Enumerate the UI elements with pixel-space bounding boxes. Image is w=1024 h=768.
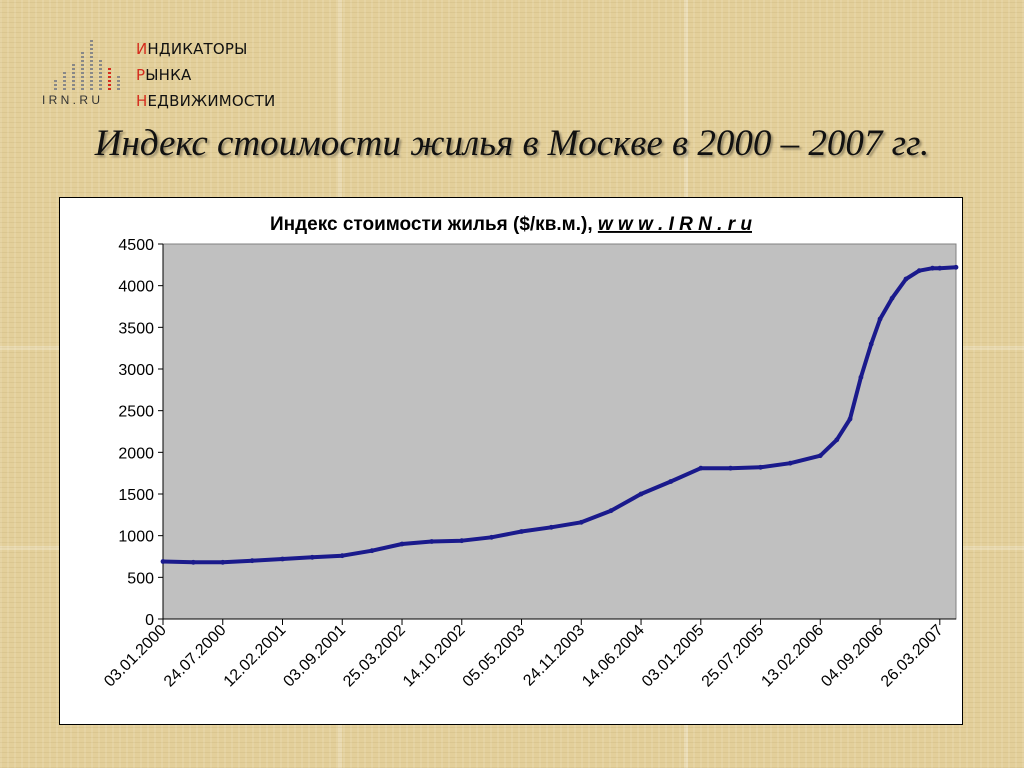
series-line — [162, 265, 957, 565]
y-tick-label: 500 — [127, 570, 154, 587]
x-tick-label: 26.03.2007 — [878, 622, 947, 691]
data-point — [834, 437, 840, 443]
data-point — [190, 559, 196, 565]
data-point — [847, 416, 853, 422]
data-point — [369, 548, 375, 554]
chart-title-link[interactable]: w w w . I R N . r u — [598, 214, 753, 235]
data-point — [889, 295, 895, 301]
data-point — [249, 558, 255, 564]
logo-line-3: НЕДВИЖИМОСТИ — [136, 92, 276, 110]
x-tick-label: 04.09.2006 — [818, 622, 887, 691]
x-axis: 03.01.200024.07.200012.02.200103.09.2001… — [101, 618, 956, 691]
logo-line-1: ИНДИКАТОРЫ — [136, 40, 248, 58]
x-tick-label: 24.07.2000 — [161, 622, 230, 691]
data-point — [638, 491, 644, 497]
data-point — [758, 464, 763, 470]
data-point — [728, 465, 733, 471]
logo-bars-icon: I R N . R U — [42, 40, 120, 107]
x-tick-label: 12.02.2001 — [221, 622, 290, 691]
data-point — [489, 534, 494, 540]
data-point — [698, 465, 704, 471]
logo-wordmark: I R N . R U — [42, 93, 100, 107]
data-point — [903, 276, 909, 282]
data-point — [930, 265, 935, 271]
data-point — [220, 559, 226, 565]
data-point — [160, 559, 166, 564]
data-point — [877, 316, 883, 322]
data-point — [817, 453, 823, 459]
data-point — [858, 374, 864, 380]
data-point — [429, 539, 435, 544]
plot-area — [162, 243, 957, 620]
data-point — [519, 529, 524, 534]
x-tick-label: 14.06.2004 — [579, 622, 648, 691]
y-tick-label: 2500 — [118, 404, 154, 421]
data-point — [309, 554, 315, 560]
x-tick-label: 24.11.2003 — [520, 622, 588, 690]
y-tick-label: 3000 — [118, 362, 154, 379]
data-point — [548, 524, 554, 530]
x-tick-label: 13.02.2006 — [758, 622, 827, 691]
y-tick-label: 1000 — [118, 529, 154, 546]
line-chart: Индекс стоимости жилья ($/кв.м.), w w w … — [101, 214, 959, 691]
data-point — [787, 460, 793, 466]
y-tick-label: 1500 — [118, 487, 154, 504]
logo: I R N . R U ИНДИКАТОРЫ РЫНКА НЕДВИЖИМОСТ… — [40, 30, 310, 110]
x-tick-label: 25.07.2005 — [699, 622, 768, 691]
x-tick-label: 25.03.2002 — [340, 622, 409, 691]
data-point — [578, 519, 584, 525]
data-point — [668, 479, 674, 484]
data-point — [459, 538, 465, 544]
data-point — [868, 341, 874, 347]
x-tick-label: 05.05.2003 — [460, 622, 529, 691]
data-point — [339, 553, 345, 559]
data-point — [280, 556, 285, 562]
y-tick-label: 4000 — [118, 279, 154, 296]
data-point — [953, 264, 959, 270]
logo-text: ИНДИКАТОРЫ РЫНКА НЕДВИЖИМОСТИ — [136, 36, 275, 114]
y-tick-label: 0 — [145, 612, 154, 629]
logo-line-2: РЫНКА — [136, 66, 192, 84]
y-tick-label: 2000 — [118, 445, 154, 462]
y-tick-label: 4500 — [118, 237, 154, 254]
data-point — [608, 508, 614, 514]
chart-title: Индекс стоимости жилья ($/кв.м.), w w w … — [270, 214, 752, 235]
x-tick-label: 03.09.2001 — [280, 622, 349, 691]
y-axis: 0 500 1000 1500 2000 2500 3000 3500 4000 4500 — [118, 237, 164, 629]
x-tick-label: 03.01.2000 — [101, 622, 170, 691]
data-point — [916, 268, 922, 274]
x-tick-label: 14.10.2002 — [400, 622, 469, 691]
data-point — [399, 541, 405, 547]
data-point — [937, 265, 943, 271]
chart-container: Индекс стоимости жилья ($/кв.м.), w w w … — [59, 197, 963, 725]
y-tick-label: 3500 — [118, 320, 154, 337]
series-points — [160, 264, 959, 565]
slide-title: Индекс стоимости жилья в Москве в 2000 –… — [94, 123, 930, 164]
chart-title-text: Индекс стоимости жилья ($/кв.м.), — [270, 214, 598, 235]
x-tick-label: 03.01.2005 — [639, 622, 708, 691]
